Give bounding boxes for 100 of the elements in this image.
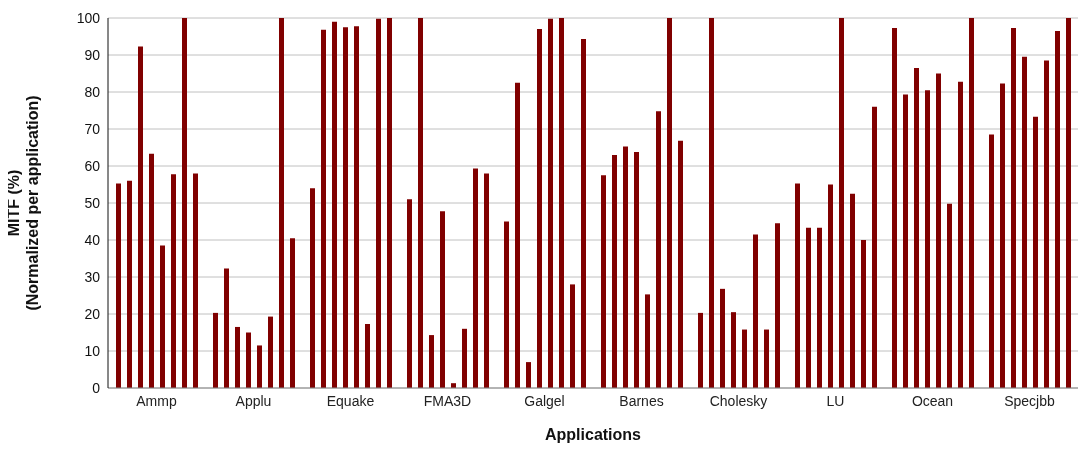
- y-tick-label: 60: [84, 157, 101, 174]
- bar: [171, 174, 176, 388]
- bar: [947, 203, 952, 388]
- bar: [1055, 30, 1060, 388]
- bar: [698, 312, 703, 388]
- bar: [138, 46, 143, 388]
- x-tick-label: Applu: [235, 392, 272, 409]
- bar: [213, 312, 218, 388]
- y-tick-label: 40: [84, 231, 101, 248]
- x-tick-label: Galgel: [524, 392, 565, 409]
- bar: [623, 146, 628, 388]
- bar: [892, 27, 897, 388]
- y-tick-label: 20: [84, 305, 101, 322]
- bar: [473, 168, 478, 388]
- x-tick-label: LU: [826, 392, 845, 409]
- x-tick-label: Equake: [326, 392, 375, 409]
- bar: [656, 111, 661, 388]
- bar: [462, 328, 467, 388]
- y-tick-label: 30: [84, 268, 101, 285]
- bar: [268, 316, 273, 388]
- y-axis-title: MITF (%) (Normalized per application): [5, 95, 41, 311]
- y-tick-label: 70: [84, 120, 101, 137]
- bar: [149, 153, 154, 388]
- bar: [1000, 83, 1005, 388]
- bar: [914, 67, 919, 388]
- bar: [775, 223, 780, 388]
- y-tick-label: 80: [84, 83, 101, 100]
- bar: [354, 26, 359, 388]
- bar: [753, 234, 758, 388]
- bar: [1022, 56, 1027, 388]
- bar: [224, 268, 229, 388]
- y-tick-label: 100: [76, 9, 101, 26]
- y-tick-label: 0: [92, 379, 101, 396]
- bar: [795, 183, 800, 388]
- bar: [504, 221, 509, 388]
- bar: [645, 294, 650, 388]
- bar: [709, 18, 714, 388]
- bar: [515, 82, 520, 388]
- y-tick-label: 50: [84, 194, 101, 211]
- x-tick-label: Barnes: [619, 392, 664, 409]
- bar: [310, 188, 315, 388]
- bar: [936, 73, 941, 388]
- bar: [548, 18, 553, 388]
- bar: [1044, 60, 1049, 388]
- bar: [537, 29, 542, 388]
- bar: [365, 323, 370, 388]
- bar: [116, 183, 121, 388]
- bar: [850, 193, 855, 388]
- bar: [1066, 18, 1071, 388]
- bar: [429, 335, 434, 388]
- bar: [418, 18, 423, 388]
- x-tick-label: FMA3D: [423, 392, 472, 409]
- bar: [484, 173, 489, 388]
- bar: [193, 173, 198, 388]
- bar: [581, 39, 586, 388]
- bar: [742, 329, 747, 388]
- y-tick-label: 10: [84, 342, 101, 359]
- bar: [160, 245, 165, 388]
- bar: [1033, 116, 1038, 388]
- bar: [246, 332, 251, 388]
- bar: [257, 345, 262, 388]
- bar: [376, 18, 381, 388]
- bar: [903, 94, 908, 388]
- bar: [861, 240, 866, 388]
- bar: [559, 18, 564, 388]
- bar: [828, 184, 833, 388]
- bar: [678, 140, 683, 388]
- bar: [969, 18, 974, 388]
- bar: [601, 175, 606, 388]
- bar: [321, 29, 326, 388]
- bar: [720, 288, 725, 388]
- bar: [634, 151, 639, 388]
- bar: [817, 227, 822, 388]
- bar: [872, 106, 877, 388]
- bar: [407, 199, 412, 388]
- bar: [182, 18, 187, 388]
- bar: [290, 238, 295, 388]
- bar: [958, 81, 963, 388]
- bar: [925, 90, 930, 388]
- x-axis-title: Applications: [544, 426, 642, 443]
- x-tick-label: Ocean: [911, 392, 954, 409]
- bar: [440, 211, 445, 388]
- bar: [667, 18, 672, 388]
- bar: [731, 312, 736, 388]
- bar: [387, 18, 392, 388]
- x-tick-label: Cholesky: [709, 392, 768, 409]
- bar: [332, 21, 337, 388]
- bar: [806, 227, 811, 388]
- y-tick-label: 90: [84, 46, 101, 63]
- bar: [127, 180, 132, 388]
- bar: [1011, 27, 1016, 388]
- bar: [235, 326, 240, 388]
- bar: [839, 18, 844, 388]
- x-tick-label: Specjbb: [1004, 392, 1056, 409]
- bar: [279, 18, 284, 388]
- bar: [343, 27, 348, 388]
- bar: [989, 134, 994, 388]
- bar: [570, 284, 575, 388]
- x-tick-label: Ammp: [136, 392, 177, 409]
- bar: [764, 329, 769, 388]
